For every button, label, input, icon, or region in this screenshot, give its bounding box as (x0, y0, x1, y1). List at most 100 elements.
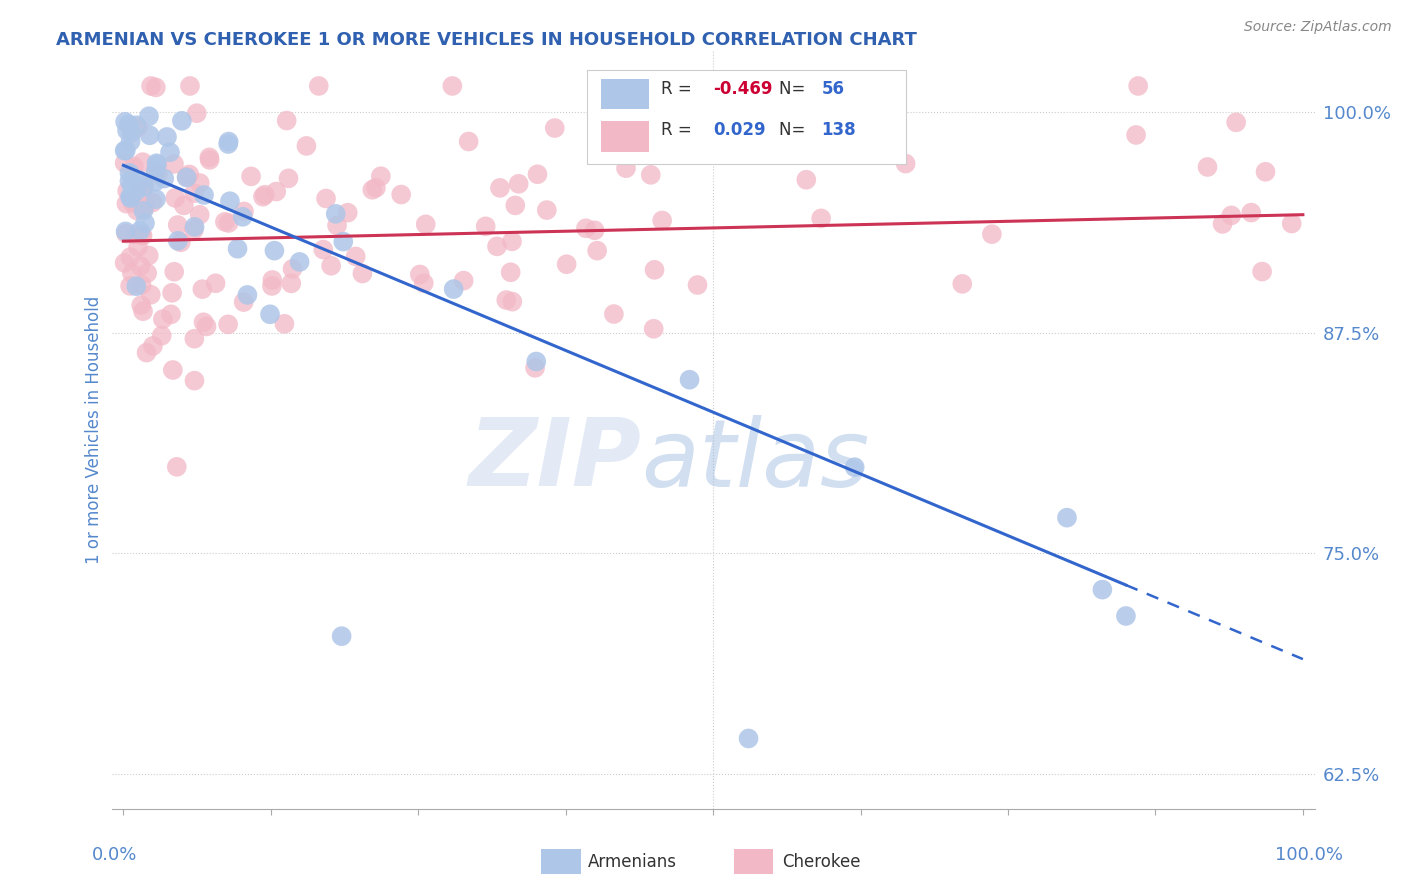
Point (264, 185, 287, 199)
Point (352, 267, 374, 281)
Point (125, 279, 148, 293)
Point (489, 181, 512, 195)
FancyBboxPatch shape (602, 121, 650, 152)
Point (153, 171, 176, 186)
Point (118, 166, 141, 180)
Point (136, 266, 159, 280)
Point (499, 265, 522, 279)
Point (166, 459, 188, 474)
Text: N=: N= (779, 79, 811, 97)
Point (173, 198, 195, 212)
Point (325, 207, 347, 221)
Point (183, 186, 205, 200)
Point (259, 307, 281, 321)
Point (1197, 160, 1219, 174)
Point (145, 192, 167, 206)
Point (124, 227, 146, 242)
Text: -0.469: -0.469 (713, 79, 773, 97)
Text: ZIP: ZIP (468, 414, 641, 506)
Point (134, 201, 156, 215)
Point (273, 317, 295, 331)
Point (1128, 78, 1150, 93)
Point (114, 256, 136, 270)
Point (330, 629, 353, 643)
Point (232, 210, 254, 224)
Point (1251, 264, 1274, 278)
Point (179, 168, 201, 182)
Point (120, 126, 142, 140)
Text: 138: 138 (821, 121, 856, 139)
Point (146, 158, 169, 172)
Point (232, 295, 254, 310)
Point (894, 156, 917, 170)
Point (1115, 609, 1137, 624)
Y-axis label: 1 or more Vehicles in Household: 1 or more Vehicles in Household (86, 296, 103, 564)
Point (233, 204, 256, 219)
Point (139, 128, 162, 143)
Point (114, 156, 136, 170)
Point (844, 460, 866, 475)
Point (1091, 582, 1114, 597)
Point (188, 176, 211, 190)
Point (277, 171, 299, 186)
Point (441, 78, 464, 93)
Point (138, 248, 160, 262)
Point (162, 363, 184, 377)
Point (198, 153, 221, 167)
Text: R =: R = (661, 121, 697, 139)
Text: 0.029: 0.029 (713, 121, 766, 139)
Point (143, 175, 166, 189)
FancyBboxPatch shape (586, 70, 905, 164)
Point (524, 354, 547, 368)
Point (160, 307, 183, 321)
Point (183, 219, 205, 234)
Point (312, 243, 335, 257)
Point (193, 315, 215, 329)
Point (644, 262, 666, 277)
Point (1056, 510, 1078, 524)
Point (166, 218, 188, 232)
Point (1212, 217, 1234, 231)
Point (1254, 165, 1277, 179)
Point (121, 178, 143, 193)
Point (508, 177, 530, 191)
Point (132, 155, 155, 169)
Point (281, 261, 304, 276)
Point (980, 227, 1002, 242)
Point (218, 135, 240, 149)
Point (575, 221, 598, 235)
Point (501, 294, 523, 309)
Point (176, 170, 198, 185)
Point (308, 78, 330, 93)
Point (183, 332, 205, 346)
Point (121, 195, 143, 210)
Point (263, 244, 285, 258)
Point (583, 223, 606, 237)
Point (361, 183, 384, 197)
Point (336, 205, 359, 219)
Point (326, 219, 349, 233)
Point (115, 196, 138, 211)
Point (332, 235, 354, 249)
Point (195, 319, 218, 334)
Point (240, 169, 263, 184)
Point (114, 144, 136, 158)
Point (129, 298, 152, 312)
Point (163, 157, 186, 171)
Point (950, 277, 973, 291)
Point (1220, 208, 1243, 222)
Point (146, 167, 169, 181)
Point (1281, 217, 1303, 231)
Point (120, 134, 142, 148)
Point (614, 161, 637, 176)
Point (125, 118, 148, 132)
Point (794, 173, 817, 187)
Point (412, 276, 434, 290)
Point (122, 159, 145, 173)
Text: 100.0%: 100.0% (1275, 846, 1343, 863)
Text: N=: N= (779, 121, 811, 139)
Point (217, 318, 239, 332)
Point (179, 78, 201, 93)
Point (138, 109, 160, 123)
Point (219, 194, 242, 209)
